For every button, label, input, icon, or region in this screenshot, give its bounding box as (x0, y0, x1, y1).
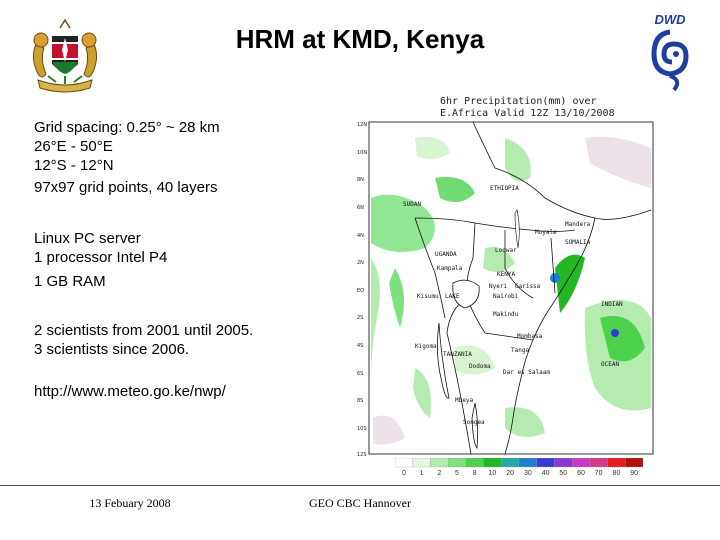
bullet-list: Grid spacing: 0.25° ~ 28 km 26°E - 50°E … (34, 118, 364, 401)
label-garissa: Garissa (515, 283, 541, 290)
label-kampala: Kampala (437, 265, 463, 272)
lat-label: 8N (357, 177, 364, 183)
lake-victoria-icon (452, 279, 480, 309)
label-lake: LAKE (445, 293, 460, 300)
colorbar-label: 50 (559, 470, 568, 477)
lat-label: 4S (357, 343, 363, 349)
colorbar-swatch (554, 458, 573, 468)
dwd-logo-icon: DWD (651, 12, 689, 92)
label-kenya: KENYA (497, 271, 515, 278)
map-title: 6hr Precipitation(mm) over E.Africa Vali… (440, 96, 615, 120)
colorbar-label: 70 (594, 470, 603, 477)
precipitation-patches (371, 136, 651, 445)
colorbar-swatch (518, 458, 537, 468)
label-tanzania: TANZANIA (443, 351, 472, 358)
lat-label: 2S (357, 315, 363, 321)
colorbar-label: 20 (506, 470, 514, 477)
bullet-scientists-2006: 3 scientists since 2006. (34, 341, 190, 358)
label-moyale: Moyale (535, 229, 557, 236)
colorbar-swatch (607, 458, 626, 468)
precipitation-colorbar (395, 458, 643, 468)
colorbar-labels: 0 1 2 5 8 10 20 30 40 50 60 70 80 90 (395, 470, 643, 480)
lake-tanganyika-icon (437, 322, 450, 399)
label-mombasa: Mombasa (517, 333, 543, 340)
colorbar-swatch (483, 458, 502, 468)
lat-label: 6N (357, 205, 364, 211)
colorbar-swatch (536, 458, 555, 468)
lat-label: 2N (357, 260, 364, 266)
colorbar-swatch (589, 458, 608, 468)
kenya-coat-of-arms-icon (22, 14, 108, 100)
label-mbeya: Mbeya (455, 397, 473, 404)
label-ethiopia: ETHIOPIA (490, 185, 519, 192)
colorbar-swatch (430, 458, 449, 468)
colorbar-swatch (465, 458, 484, 468)
label-somalia: SOMALIA (565, 239, 591, 246)
lat-label: 10N (357, 150, 367, 156)
bullet-processor: 1 processor Intel P4 (34, 249, 168, 266)
label-nyeri: Nyeri (489, 283, 507, 290)
lat-label: EQ (357, 288, 364, 294)
colorbar-swatch (395, 458, 413, 468)
colorbar-label: 10 (488, 470, 497, 477)
bullet-longitude-range: 26°E - 50°E (34, 138, 113, 155)
lake-turkana-icon (514, 209, 520, 249)
colorbar-label: 5 (455, 470, 459, 477)
label-makindu: Makindu (493, 311, 519, 318)
label-songea: Songea (463, 419, 485, 426)
colorbar-label: 1 (419, 470, 424, 477)
lat-label: 10S (357, 426, 367, 432)
bullet-grid-spacing: Grid spacing: 0.25° ~ 28 km (34, 119, 220, 136)
lat-label: 4N (357, 233, 364, 239)
colorbar-swatch (412, 458, 431, 468)
svg-text:DWD: DWD (654, 12, 686, 27)
map-title-line2: E.Africa Valid 12Z 13/10/2008 (440, 108, 615, 119)
slide-title: HRM at KMD, Kenya (235, 24, 485, 54)
colorbar-swatch (571, 458, 590, 468)
colorbar-label: 0 (401, 470, 406, 477)
bullet-server: Linux PC server (34, 230, 141, 247)
precipitation-map: 12N 10N 8N 6N 4N 2N EQ 2S 4S 6S 8S 10S 1… (357, 121, 654, 458)
label-tanga: Tanga (511, 347, 529, 354)
label-sudan: SUDAN (403, 201, 421, 208)
footer-date: 13 Febuary 2008 (89, 496, 171, 510)
bullet-grid-points: 97x97 grid points, 40 layers (34, 179, 218, 196)
colorbar-label: 80 (612, 470, 621, 477)
lat-label: 8S (357, 398, 363, 404)
lat-label: 6S (357, 371, 363, 377)
colorbar-swatch (625, 458, 643, 468)
bullet-website-link[interactable]: http://www.meteo.go.ke/nwp/ (34, 383, 226, 400)
label-dodoma: Dodoma (469, 363, 491, 370)
colorbar-label: 30 (523, 470, 532, 477)
lat-tick-labels: 12N 10N 8N 6N 4N 2N EQ 2S 4S 6S 8S 10S 1… (357, 122, 367, 458)
label-kisumu: Kisumu (417, 293, 439, 300)
colorbar-swatch (447, 458, 466, 468)
colorbar-label: 40 (541, 470, 550, 477)
lat-label: 12N (357, 122, 367, 128)
place-labels: ETHIOPIA SUDAN SOMALIA UGANDA KENYA TANZ… (403, 185, 623, 426)
footer-divider (0, 485, 720, 486)
bullet-latitude-range: 12°S - 12°N (34, 157, 114, 174)
label-ocean: OCEAN (601, 361, 619, 368)
label-uganda: UGANDA (435, 251, 457, 258)
colorbar-swatch (501, 458, 520, 468)
footer-event: GEO CBC Hannover (309, 496, 411, 510)
label-dar-es-salaam: Dar es Salaam (503, 369, 550, 376)
label-indian: INDIAN (601, 301, 623, 308)
label-lodwar: Lodwar (495, 247, 517, 254)
colorbar-label: 60 (577, 470, 585, 477)
label-mandera: Mandera (565, 221, 591, 228)
colorbar-label: 90 (630, 470, 638, 477)
label-kigoma: Kigoma (415, 343, 437, 350)
colorbar-label: 2 (437, 470, 442, 477)
lat-label: 12S (357, 452, 367, 458)
label-nairobi: Nairobi (493, 293, 519, 300)
map-title-line1: 6hr Precipitation(mm) over (440, 96, 597, 107)
bullet-scientists-2001: 2 scientists from 2001 until 2005. (34, 322, 254, 339)
colorbar-label: 8 (472, 470, 477, 477)
lake-malawi-icon (471, 402, 479, 450)
bullet-ram: 1 GB RAM (34, 273, 106, 290)
